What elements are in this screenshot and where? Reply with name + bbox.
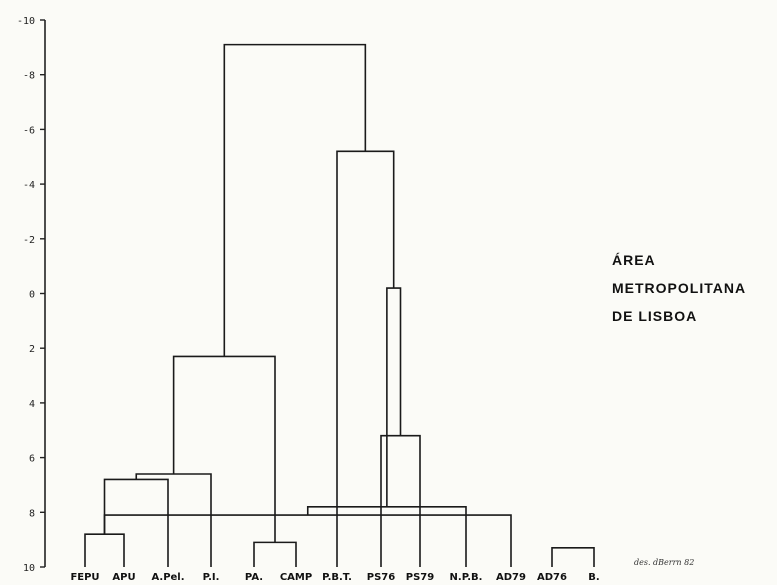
leaf-label: APU: [112, 572, 135, 583]
leaf-label: AD76: [537, 572, 567, 583]
leaf-label: N.P.B.: [450, 572, 483, 583]
dendrogram-link: [306, 506, 467, 567]
axis-tick-label: 6: [29, 454, 35, 465]
vertical-axis: -10 -8 -6 -4 -2 0 2 4 6 8 10: [17, 16, 46, 574]
leaf-labels: FEPU APU A.Pel. P.I. PA. CAMP P.B.T. PS76 PS79 N.…: [70, 572, 599, 583]
dendrogram-link: [336, 150, 395, 567]
dendrogram-link: [253, 541, 297, 567]
signature: des. dBerrn 82: [634, 558, 694, 567]
leaf-label: PS79: [406, 572, 434, 583]
leaf-label: FEPU: [70, 572, 99, 583]
leaf-label: PS76: [367, 572, 395, 583]
axis-tick-label: -10: [17, 16, 35, 27]
region-label-line1: ÁREA: [612, 252, 656, 268]
axis-tick-label: 4: [29, 399, 35, 410]
dendrogram-link: [135, 473, 212, 567]
dendrogram-link: [223, 43, 367, 357]
dendrogram-link: [84, 533, 125, 567]
dendrogram-links: [84, 43, 595, 567]
leaf-label: CAMP: [280, 572, 312, 583]
leaf-label: PA.: [245, 572, 263, 583]
dendrogram-link: [386, 287, 402, 507]
dendrogram-link: [551, 547, 595, 567]
leaf-label: A.Pel.: [151, 572, 184, 583]
axis-tick-label: 10: [23, 563, 35, 574]
axis-tick-label: -6: [23, 125, 35, 136]
axis-tick-label: 0: [29, 290, 35, 301]
axis-tick-label: -8: [23, 71, 35, 82]
leaf-label: P.B.T.: [322, 572, 352, 583]
region-label-line2: METROPOLITANA: [612, 280, 746, 296]
dendrogram-link: [103, 478, 169, 567]
region-label-line3: DE LISBOA: [612, 308, 697, 324]
dendrogram-link: [103, 514, 512, 567]
axis-tick-label: 2: [29, 344, 35, 355]
leaf-label: AD79: [496, 572, 526, 583]
axis-tick-label: 8: [29, 508, 35, 519]
axis-tick-label: -2: [23, 235, 35, 246]
leaf-label: P.I.: [203, 572, 220, 583]
leaf-label: B.: [588, 572, 599, 583]
axis-tick-label: -4: [23, 180, 35, 191]
